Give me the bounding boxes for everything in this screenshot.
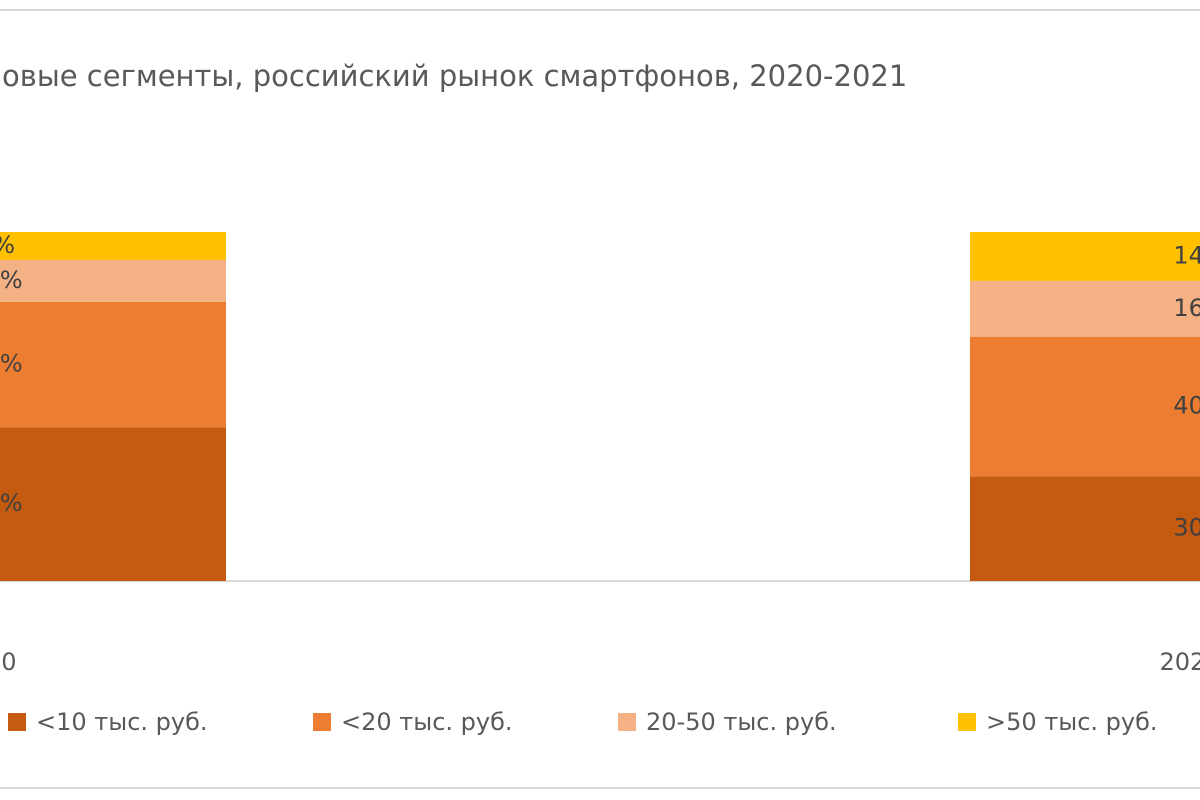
legend-swatch [313,713,331,731]
chart-title: овые сегменты, российский рынок смартфон… [2,59,907,93]
legend-swatch [8,713,26,731]
data-label: 44% [0,489,23,517]
bar-segment [0,259,226,302]
bar-segment [0,301,226,428]
data-label: 16% [1173,294,1200,322]
x-tick-label: 2021 [1159,648,1200,676]
data-label: 14% [1173,241,1200,269]
x-tick-label: 2020 [0,648,17,676]
legend-swatch [958,713,976,731]
legend-label: 20-50 тыс. руб. [646,708,837,736]
bar-segment [0,427,226,581]
bar-segment [970,336,1200,477]
bar-segment [970,476,1200,581]
data-label: 36% [0,350,23,378]
data-label: 12% [0,266,23,294]
bar-segment [970,280,1200,337]
data-label: 40% [1173,392,1200,420]
legend-label: >50 тыс. руб. [986,708,1158,736]
bar-segment [970,232,1200,281]
data-label: 30% [1173,514,1200,542]
data-label: 8% [0,231,15,259]
bar-segment [0,232,226,260]
legend-label: <10 тыс. руб. [36,708,208,736]
legend-label: <20 тыс. руб. [341,708,513,736]
legend-swatch [618,713,636,731]
